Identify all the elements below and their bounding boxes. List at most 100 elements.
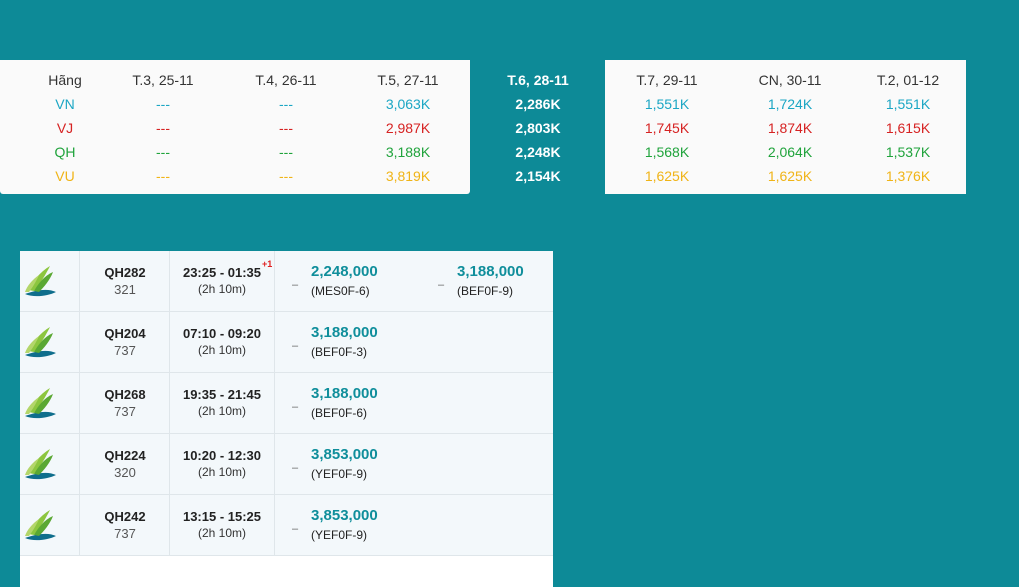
fare-price-button[interactable]: 2,248,000	[311, 263, 378, 280]
column-divider	[169, 312, 170, 372]
price-cell-2-vu[interactable]: 3,819K	[385, 168, 431, 184]
fare-separator: –	[292, 523, 299, 535]
fare-class-code: (MES0F-6)	[311, 284, 370, 298]
flight-number: QH268	[104, 387, 146, 402]
column-divider	[79, 312, 80, 372]
fare-separator: –	[292, 279, 299, 291]
bamboo-airways-logo-icon	[22, 386, 58, 420]
price-cell-1-vn[interactable]: ---	[279, 96, 293, 112]
flight-number: QH282	[104, 265, 146, 280]
price-cell-0-vu[interactable]: ---	[156, 168, 170, 184]
price-cell-6-vj[interactable]: 1,615K	[885, 120, 931, 136]
fare-price-button[interactable]: 3,853,000	[311, 507, 378, 524]
fare-price-button[interactable]: 3,188,000	[311, 324, 378, 341]
price-cell-5-vj[interactable]: 1,874K	[767, 120, 813, 136]
fare-class-code: (BEF0F-3)	[311, 345, 368, 359]
price-cell-0-vj[interactable]: ---	[156, 120, 170, 136]
flight-duration: (2h 10m)	[197, 404, 247, 418]
column-divider	[274, 312, 275, 372]
date-header-3[interactable]: T.6, 28-11	[507, 72, 569, 88]
price-cell-6-vu[interactable]: 1,376K	[885, 168, 931, 184]
column-divider	[79, 495, 80, 555]
column-divider	[169, 373, 170, 433]
flight-duration: (2h 10m)	[197, 343, 247, 357]
flight-row[interactable]: QH242 737 13:15 - 15:25 (2h 10m) –3,853,000 (…	[20, 495, 553, 556]
aircraft-type: 321	[114, 282, 136, 297]
flight-time: 07:10 - 09:20	[182, 326, 262, 341]
price-cell-3-qh[interactable]: 2,248K	[515, 144, 561, 160]
flight-duration: (2h 10m)	[197, 526, 247, 540]
airline-code-vu: VU	[55, 168, 75, 184]
flight-number: QH204	[104, 326, 146, 341]
fare-class-code: (YEF0F-9)	[311, 528, 368, 542]
date-header-6[interactable]: T.2, 01-12	[876, 72, 940, 88]
price-cell-1-vu[interactable]: ---	[279, 168, 293, 184]
next-day-badge: +1	[262, 259, 273, 269]
fare-price-button[interactable]: 3,188,000	[311, 385, 378, 402]
flight-time: 23:25 - 01:35	[182, 265, 262, 280]
flight-row[interactable]: QH204 737 07:10 - 09:20 (2h 10m) –3,188,000 (…	[20, 312, 553, 373]
date-header-2[interactable]: T.5, 27-11	[377, 72, 439, 88]
bamboo-airways-logo-icon	[22, 325, 58, 359]
price-cell-4-qh[interactable]: 1,568K	[644, 144, 690, 160]
date-header-1[interactable]: T.4, 26-11	[255, 72, 317, 88]
flight-row[interactable]: QH268 737 19:35 - 21:45 (2h 10m) –3,188,000 (…	[20, 373, 553, 434]
bamboo-airways-logo-icon	[22, 447, 58, 481]
date-header-4[interactable]: T.7, 29-11	[636, 72, 698, 88]
flight-number: QH242	[104, 509, 146, 524]
fare-price-button[interactable]: 3,188,000	[457, 263, 524, 280]
flight-list: QH282 321 23:25 - 01:35 +1 (2h 10m) –2,248,00…	[20, 251, 553, 587]
aircraft-type: 737	[114, 343, 136, 358]
price-cell-2-vn[interactable]: 3,063K	[385, 96, 431, 112]
price-cell-4-vu[interactable]: 1,625K	[644, 168, 690, 184]
airline-code-vj: VJ	[56, 120, 74, 136]
column-divider	[169, 251, 170, 311]
column-divider	[274, 373, 275, 433]
flight-time: 19:35 - 21:45	[182, 387, 262, 402]
column-divider	[274, 434, 275, 494]
column-divider	[79, 434, 80, 494]
date-header-5[interactable]: CN, 30-11	[758, 72, 822, 88]
price-cell-3-vn[interactable]: 2,286K	[515, 96, 561, 112]
airline-header: Hãng	[48, 72, 82, 88]
price-cell-3-vu[interactable]: 2,154K	[515, 168, 561, 184]
flight-duration: (2h 10m)	[197, 282, 247, 296]
price-matrix-right	[605, 60, 966, 194]
airline-code-vn: VN	[55, 96, 75, 112]
fare-class-code: (BEF0F-6)	[311, 406, 368, 420]
price-cell-0-qh[interactable]: ---	[156, 144, 170, 160]
column-divider	[274, 495, 275, 555]
price-cell-5-vn[interactable]: 1,724K	[767, 96, 813, 112]
price-cell-5-qh[interactable]: 2,064K	[767, 144, 813, 160]
flight-duration: (2h 10m)	[197, 465, 247, 479]
price-cell-1-vj[interactable]: ---	[279, 120, 293, 136]
price-cell-2-qh[interactable]: 3,188K	[385, 144, 431, 160]
fare-separator: –	[292, 340, 299, 352]
fare-price-button[interactable]: 3,853,000	[311, 446, 378, 463]
flight-row[interactable]: QH224 320 10:20 - 12:30 (2h 10m) –3,853,000 (…	[20, 434, 553, 495]
flight-time: 10:20 - 12:30	[182, 448, 262, 463]
flight-time: 13:15 - 15:25	[182, 509, 262, 524]
fare-separator: –	[292, 401, 299, 413]
aircraft-type: 320	[114, 465, 136, 480]
price-cell-6-vn[interactable]: 1,551K	[885, 96, 931, 112]
price-cell-2-vj[interactable]: 2,987K	[385, 120, 431, 136]
price-cell-1-qh[interactable]: ---	[279, 144, 293, 160]
flight-row[interactable]: QH282 321 23:25 - 01:35 +1 (2h 10m) –2,248,00…	[20, 251, 553, 312]
price-cell-5-vu[interactable]: 1,625K	[767, 168, 813, 184]
bamboo-airways-logo-icon	[22, 264, 58, 298]
price-cell-4-vn[interactable]: 1,551K	[644, 96, 690, 112]
price-cell-3-vj[interactable]: 2,803K	[515, 120, 561, 136]
fare-class-code: (YEF0F-9)	[311, 467, 368, 481]
fare-separator: –	[292, 462, 299, 474]
aircraft-type: 737	[114, 404, 136, 419]
bamboo-airways-logo-icon	[22, 508, 58, 542]
price-cell-4-vj[interactable]: 1,745K	[644, 120, 690, 136]
price-cell-6-qh[interactable]: 1,537K	[885, 144, 931, 160]
column-divider	[274, 251, 275, 311]
price-cell-0-vn[interactable]: ---	[156, 96, 170, 112]
date-header-0[interactable]: T.3, 25-11	[132, 72, 194, 88]
column-divider	[169, 495, 170, 555]
fare-separator: –	[438, 279, 445, 291]
price-matrix-left	[0, 60, 470, 194]
